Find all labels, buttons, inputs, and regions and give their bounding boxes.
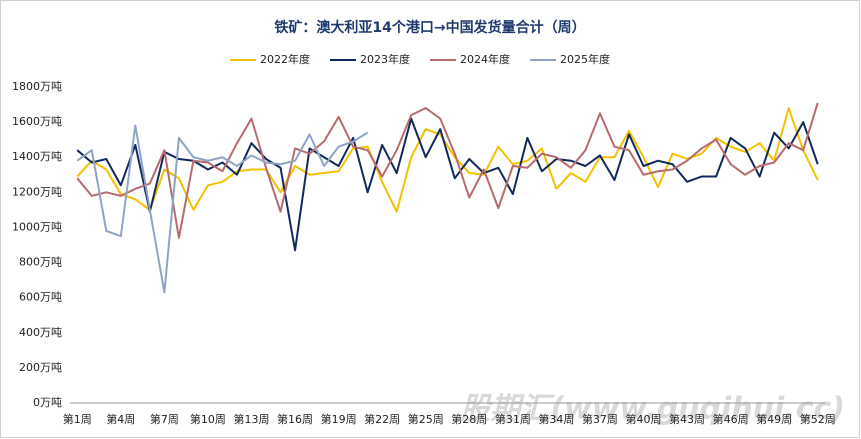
y-tick-label: 200万吨 <box>19 361 62 374</box>
legend-label: 2025年度 <box>560 52 610 66</box>
chart-title: 铁矿：澳大利亚14个港口→中国发货量合计（周） <box>274 19 585 36</box>
y-tick-label: 1400万吨 <box>12 150 62 163</box>
y-tick-label: 600万吨 <box>19 291 62 304</box>
x-tick-label: 第25周 <box>408 412 444 426</box>
series-line <box>76 124 369 294</box>
series-line <box>76 102 819 239</box>
legend-label: 2022年度 <box>260 52 310 66</box>
x-tick-label: 第28周 <box>451 412 487 426</box>
x-tick-label: 第16周 <box>277 412 313 426</box>
y-tick-label: 0万吨 <box>33 396 62 409</box>
y-tick-label: 1800万吨 <box>12 80 62 93</box>
x-tick-label: 第4周 <box>106 412 135 426</box>
x-tick-label: 第37周 <box>582 412 618 426</box>
x-tick-label: 第1周 <box>63 412 92 426</box>
y-tick-label: 1600万吨 <box>12 115 62 128</box>
legend-label: 2024年度 <box>460 52 510 66</box>
x-tick-label: 第46周 <box>713 412 749 426</box>
x-tick-label: 第22周 <box>364 412 400 426</box>
x-tick-label: 第10周 <box>190 412 226 426</box>
y-tick-label: 400万吨 <box>19 326 62 339</box>
series-line <box>76 107 819 213</box>
x-tick-label: 第19周 <box>321 412 357 426</box>
y-tick-label: 1000万吨 <box>12 220 62 233</box>
x-tick-label: 第52周 <box>800 412 836 426</box>
legend-label: 2023年度 <box>360 52 410 66</box>
x-tick-label: 第40周 <box>626 412 662 426</box>
y-tick-label: 1200万吨 <box>12 185 62 198</box>
x-tick-label: 第43周 <box>669 412 705 426</box>
y-tick-label: 800万吨 <box>19 256 62 269</box>
x-tick-label: 第7周 <box>150 412 179 426</box>
watermark: 股期汇(www.guqihui.cc) <box>459 392 845 427</box>
x-tick-label: 第31周 <box>495 412 531 426</box>
x-tick-label: 第34周 <box>538 412 574 426</box>
x-tick-label: 第13周 <box>233 412 269 426</box>
series-line <box>76 117 819 252</box>
x-tick-label: 第49周 <box>756 412 792 426</box>
